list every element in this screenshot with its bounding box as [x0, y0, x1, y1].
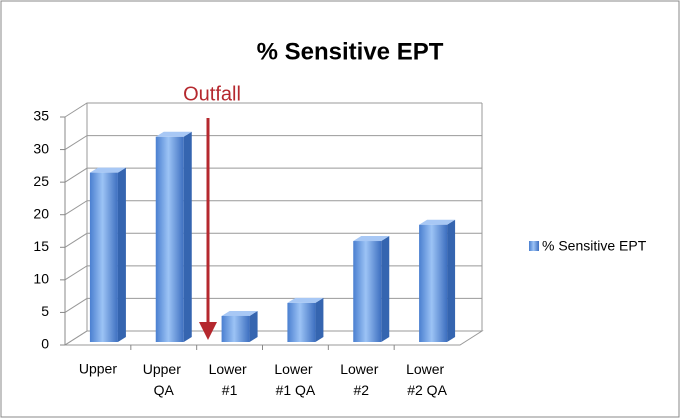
bar-side	[315, 297, 324, 342]
y-tick-label: 30	[33, 140, 49, 156]
bar-front	[221, 315, 250, 342]
x-tick-line: Upper	[143, 361, 185, 377]
bar	[419, 219, 456, 342]
x-tick-line: Lower	[406, 361, 448, 377]
bar	[221, 310, 258, 342]
y-tick-label: 15	[33, 238, 49, 254]
annotation-arrowhead	[199, 322, 217, 340]
x-tick-line: #1	[222, 382, 238, 398]
bar-side	[183, 131, 192, 342]
annotation: Outfall	[183, 83, 241, 105]
bar-front	[287, 302, 316, 342]
bar-top	[287, 297, 324, 303]
bar	[89, 167, 126, 342]
bar-front	[155, 136, 184, 342]
bar-top	[419, 219, 456, 225]
x-tick-label: Upper QA	[143, 361, 185, 398]
bar	[155, 131, 192, 342]
grid-line	[64, 167, 482, 183]
x-tick-line: Lower	[209, 361, 251, 377]
chart-title: % Sensitive EPT	[257, 38, 444, 65]
x-tick-line: #1 QA	[276, 382, 316, 398]
x-tick-label: Lower #2 QA	[406, 361, 448, 398]
y-tick-label: 25	[33, 173, 49, 189]
y-tick-label: 5	[41, 303, 49, 319]
bar	[287, 297, 324, 342]
x-tick-line: Lower	[340, 361, 382, 377]
grid-line	[64, 200, 482, 216]
x-tick-line: Lower	[274, 361, 316, 377]
y-tick-label: 35	[33, 108, 49, 124]
legend-swatch	[529, 241, 539, 251]
bar-top	[155, 131, 192, 137]
bar-top	[89, 167, 126, 173]
grid-line	[64, 135, 482, 150]
bar-side	[117, 167, 126, 342]
y-tick-label: 10	[33, 271, 49, 287]
grid-line	[64, 232, 482, 248]
bar-top	[221, 310, 258, 316]
x-tick-label: Upper	[79, 361, 117, 377]
x-tick-line: #2 QA	[407, 382, 447, 398]
x-tick-line: #2	[353, 382, 369, 398]
x-tick-label: Lower #1 QA	[274, 361, 316, 398]
y-tick-label: 0	[41, 336, 49, 352]
grid-line	[64, 102, 482, 118]
bar	[353, 236, 390, 342]
grid-line	[64, 265, 482, 281]
bar-front	[419, 224, 448, 342]
bar-side	[249, 310, 258, 342]
y-tick-label: 20	[33, 205, 49, 221]
grid-line	[64, 297, 482, 313]
x-tick-line: QA	[154, 382, 175, 398]
grid-line	[64, 330, 482, 346]
bar-side	[447, 219, 456, 342]
bar-side	[381, 236, 390, 342]
legend-label: % Sensitive EPT	[542, 238, 647, 254]
bar-top	[353, 236, 390, 242]
x-tick-label: Lower #1	[209, 361, 251, 398]
x-tick-label: Lower #2	[340, 361, 382, 398]
bar-front	[353, 241, 382, 342]
bar-front	[89, 172, 118, 342]
